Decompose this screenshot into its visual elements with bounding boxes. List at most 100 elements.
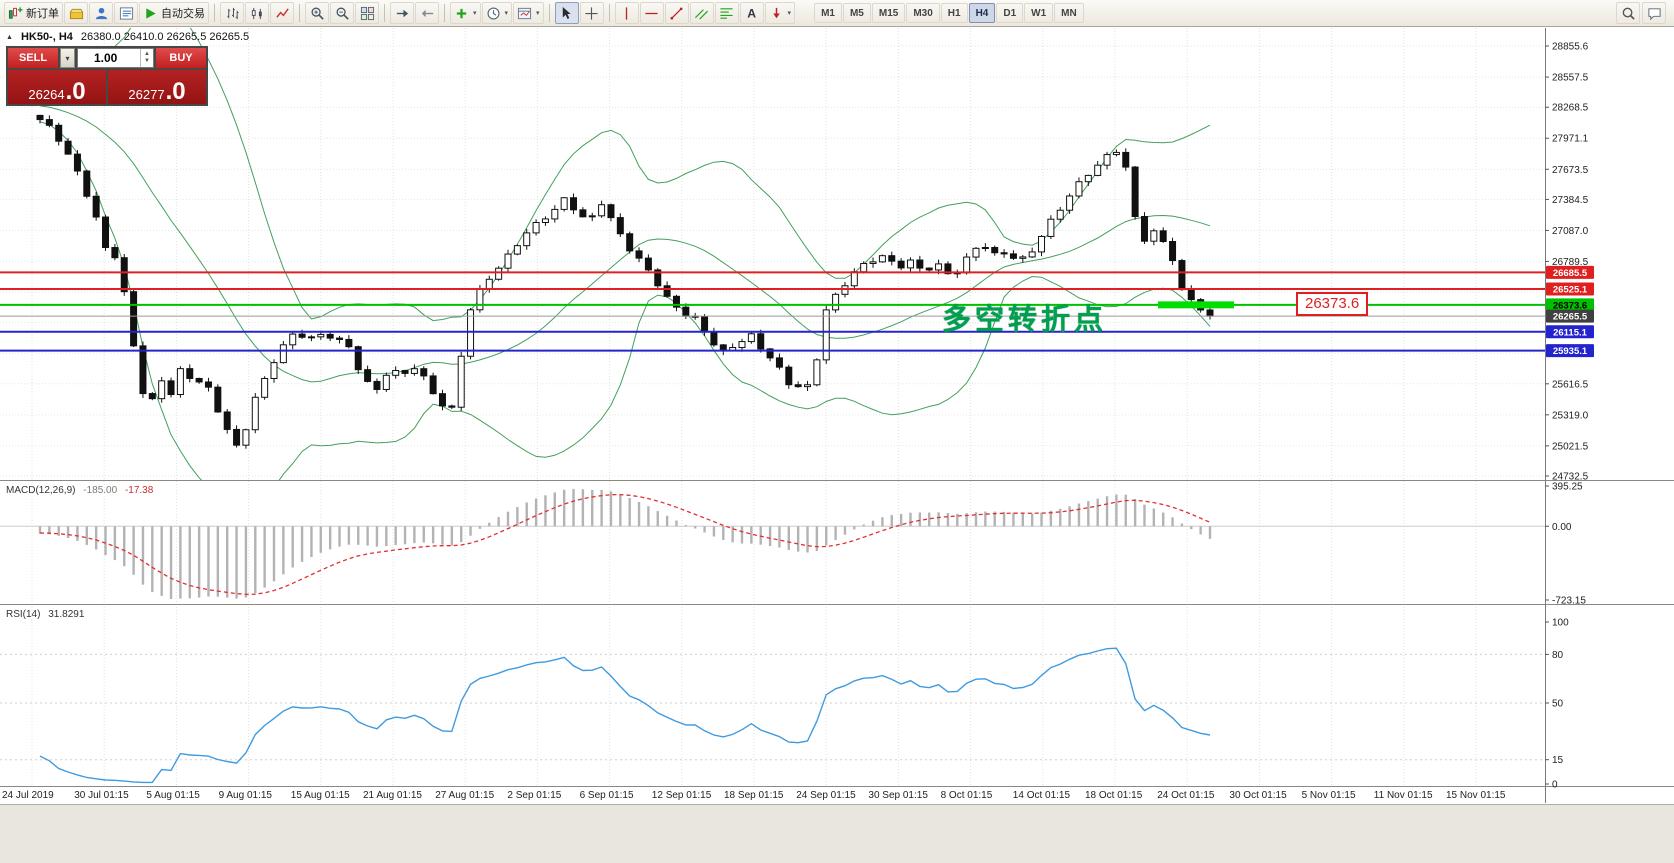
periods-button[interactable]: ▾ — [481, 2, 513, 24]
auto-scroll-button[interactable] — [390, 2, 414, 24]
vertical-line-button[interactable] — [614, 2, 639, 24]
fibo-icon — [719, 6, 734, 21]
chart-shift-icon — [420, 6, 435, 21]
svg-text:28855.6: 28855.6 — [1552, 42, 1589, 53]
clock-icon — [486, 6, 501, 21]
timeframe-m5[interactable]: M5 — [842, 3, 871, 23]
turning-point-annotation[interactable]: 多空转折点 — [942, 302, 1108, 336]
line-chart-button[interactable] — [270, 2, 294, 24]
timeframe-mn[interactable]: MN — [1054, 3, 1084, 23]
profiles-icon — [69, 6, 84, 21]
toolbar: 新订单 自动交易 ▾ ▾ ▾ A ▾ M1 M5 M15 M30 H1 H4 D1 W1 MN — [0, 0, 1674, 27]
templates-button[interactable]: ▾ — [513, 2, 544, 24]
channel-button[interactable] — [689, 2, 714, 24]
svg-text:0: 0 — [1552, 780, 1558, 791]
zoom-in-icon — [310, 6, 325, 21]
bar-chart-button[interactable] — [220, 2, 244, 24]
hline-icon — [644, 6, 659, 21]
zoom-in-button[interactable] — [305, 2, 329, 24]
timeframe-d1[interactable]: D1 — [996, 3, 1024, 23]
timeframe-m30[interactable]: M30 — [906, 3, 940, 23]
volume-input[interactable]: 1.00 ▲ ▼ — [77, 48, 154, 68]
svg-text:24732.5: 24732.5 — [1552, 472, 1589, 483]
tile-windows-button[interactable] — [355, 2, 379, 24]
market-watch-button[interactable] — [89, 2, 113, 24]
search-button[interactable] — [1616, 2, 1640, 24]
chart-title: ▲ HK50-, H4 26380.0 26410.0 26265.5 2626… — [6, 31, 249, 43]
crosshair-button[interactable] — [579, 2, 604, 24]
sell-price[interactable]: 26264.0 — [8, 70, 106, 104]
buy-price[interactable]: 26277.0 — [108, 70, 206, 104]
zoom-out-button[interactable] — [330, 2, 354, 24]
spin-down-icon[interactable]: ▼ — [144, 58, 150, 64]
svg-text:27087.0: 27087.0 — [1552, 226, 1589, 237]
new-order-button[interactable]: 新订单 — [4, 2, 63, 24]
timeframe-m15[interactable]: M15 — [871, 3, 906, 23]
data-window-icon — [119, 6, 134, 21]
text-icon: A — [744, 6, 759, 21]
buy-button[interactable]: BUY — [156, 48, 206, 68]
candlestick-icon — [250, 6, 265, 21]
rsi-line — [39, 647, 1211, 784]
spin-up-icon[interactable]: ▲ — [144, 50, 150, 57]
timeframe-w1[interactable]: W1 — [1024, 3, 1054, 23]
svg-text:18 Oct 01:15: 18 Oct 01:15 — [1085, 790, 1143, 801]
macd-name: MACD(12,26,9) — [6, 485, 76, 496]
collapse-arrow-icon[interactable]: ▲ — [6, 33, 13, 41]
chat-button[interactable] — [1642, 2, 1666, 24]
horizontal-level-lines[interactable] — [0, 271, 1545, 352]
arrows-button[interactable]: ▾ — [764, 2, 796, 24]
trendline-button[interactable] — [664, 2, 689, 24]
svg-text:27971.1: 27971.1 — [1552, 134, 1589, 145]
text-button[interactable]: A — [739, 2, 764, 24]
new-order-icon — [8, 6, 23, 21]
price-axis-labels: 28855.6 28557.5 28268.5 27971.1 27673.5 27384… — [1545, 42, 1589, 791]
svg-text:27673.5: 27673.5 — [1552, 165, 1589, 176]
indicators-button[interactable]: ▾ — [450, 2, 481, 24]
candlestick-chart-button[interactable] — [245, 2, 269, 24]
vline-icon — [619, 6, 634, 21]
sell-price-main: 26264 — [28, 87, 65, 102]
volume-spinner[interactable]: ▲ ▼ — [140, 49, 153, 67]
svg-text:28557.5: 28557.5 — [1552, 73, 1589, 84]
data-window-button[interactable] — [114, 2, 138, 24]
autotrading-button[interactable]: 自动交易 — [139, 2, 209, 24]
svg-text:6 Sep 01:15: 6 Sep 01:15 — [580, 790, 634, 801]
horizontal-line-button[interactable] — [639, 2, 664, 24]
sell-button[interactable]: SELL — [8, 48, 58, 68]
arrows-icon — [769, 6, 784, 21]
chat-icon — [1647, 7, 1661, 20]
svg-text:30 Jul 01:15: 30 Jul 01:15 — [74, 790, 129, 801]
sell-price-frac: .0 — [65, 77, 86, 105]
highlight-segment[interactable] — [1158, 301, 1234, 309]
profiles-button[interactable] — [64, 2, 88, 24]
timeframe-m1[interactable]: M1 — [814, 3, 842, 23]
svg-text:5 Nov 01:15: 5 Nov 01:15 — [1302, 790, 1356, 801]
toolbar-right-icons — [1616, 2, 1670, 24]
timeframe-h4[interactable]: H4 — [968, 3, 996, 23]
fibonacci-button[interactable] — [714, 2, 739, 24]
volume-value: 1.00 — [94, 51, 118, 65]
svg-text:395.25: 395.25 — [1552, 482, 1583, 493]
cursor-button[interactable] — [554, 2, 579, 24]
line-chart-icon — [275, 6, 290, 21]
new-order-button-label: 新订单 — [26, 8, 59, 20]
chart-shift-button[interactable] — [415, 2, 439, 24]
zoom-out-icon — [335, 6, 350, 21]
svg-text:14 Oct 01:15: 14 Oct 01:15 — [1013, 790, 1071, 801]
svg-text:25021.5: 25021.5 — [1552, 441, 1589, 452]
svg-text:26525.1: 26525.1 — [1553, 285, 1588, 296]
volume-dropdown-button[interactable]: ▾ — [60, 48, 75, 68]
toolbar-separator — [299, 4, 300, 22]
chevron-down-icon: ▾ — [473, 10, 477, 17]
market-watch-icon — [94, 6, 109, 21]
chart-background — [0, 28, 1674, 803]
price-callout-annotation[interactable]: 26373.6 — [1296, 292, 1369, 316]
svg-text:28268.5: 28268.5 — [1552, 103, 1589, 114]
timeframe-h1[interactable]: H1 — [940, 3, 968, 23]
rsi-value: 31.8291 — [48, 609, 85, 620]
svg-text:80: 80 — [1552, 650, 1564, 661]
templates-icon — [517, 6, 532, 21]
